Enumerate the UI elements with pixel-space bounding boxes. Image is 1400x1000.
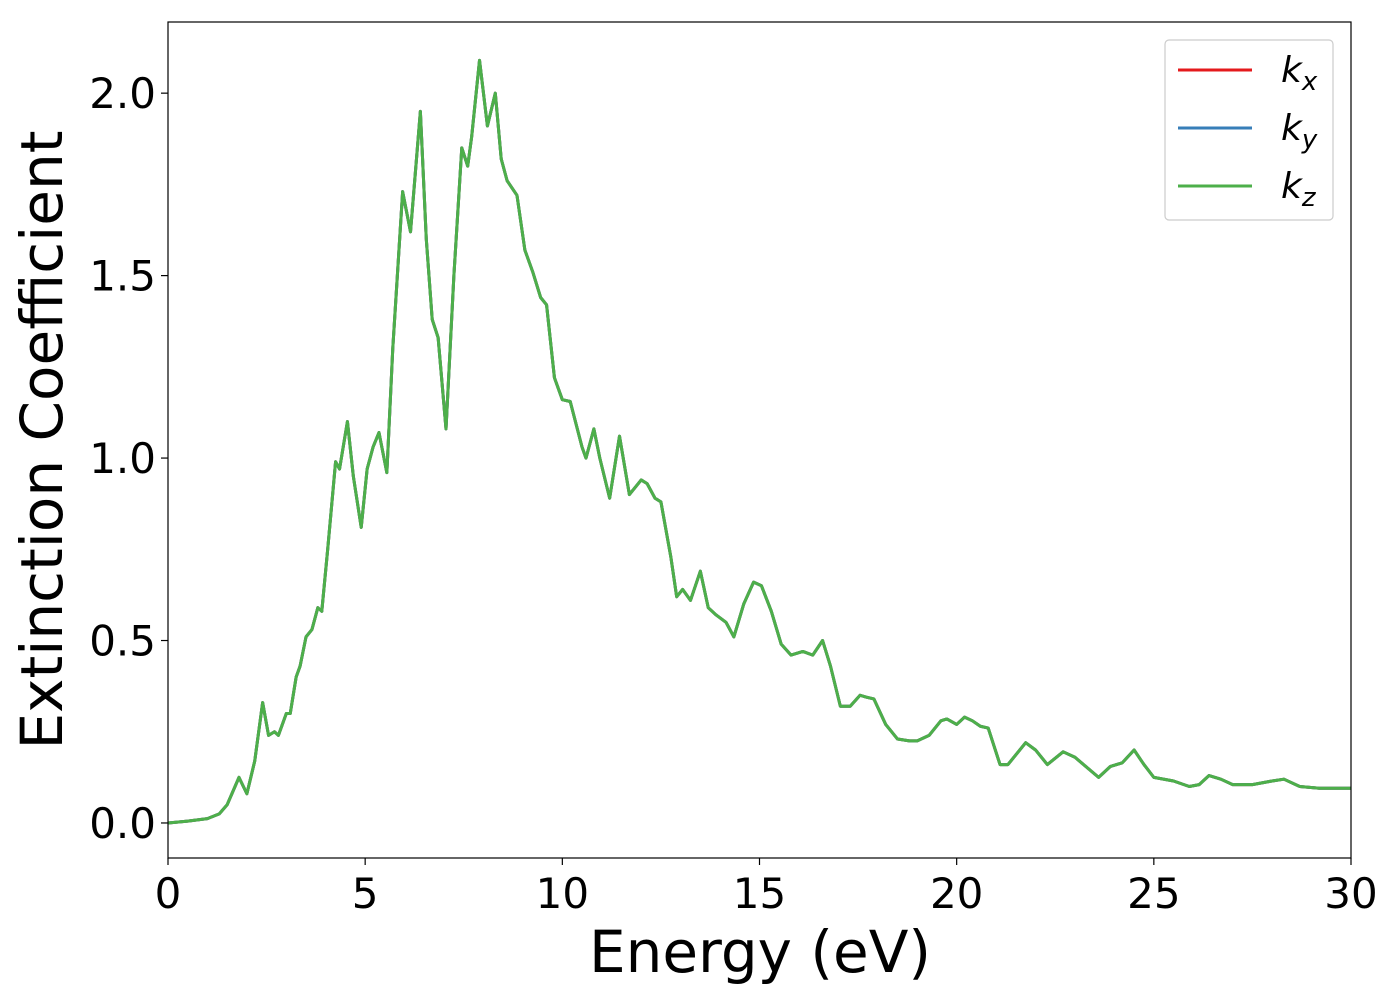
legend: kx ky kz bbox=[1164, 39, 1334, 221]
x-tick-label: 10 bbox=[536, 869, 589, 918]
y-tick-label: 0.5 bbox=[89, 617, 156, 666]
x-tick-label: 5 bbox=[352, 869, 379, 918]
x-tick-label: 15 bbox=[733, 869, 786, 918]
x-tick-label: 30 bbox=[1324, 869, 1377, 918]
x-tick-label: 20 bbox=[930, 869, 983, 918]
x-tick-label: 0 bbox=[155, 869, 182, 918]
x-tick-label: 25 bbox=[1127, 869, 1180, 918]
y-tick-label: 2.0 bbox=[89, 69, 156, 118]
y-tick-label: 1.0 bbox=[89, 434, 156, 483]
y-tick-label: 0.0 bbox=[89, 799, 156, 848]
y-axis-label: Extinction Coefficient bbox=[8, 131, 76, 750]
legend-label: kz bbox=[1281, 166, 1317, 213]
legend-label: ky bbox=[1281, 108, 1318, 155]
legend-label: kx bbox=[1281, 50, 1318, 97]
x-axis-label: Energy (eV) bbox=[589, 918, 931, 986]
y-tick-label: 1.5 bbox=[89, 252, 156, 301]
legend-box bbox=[1164, 39, 1334, 221]
data-line bbox=[167, 58, 1351, 825]
